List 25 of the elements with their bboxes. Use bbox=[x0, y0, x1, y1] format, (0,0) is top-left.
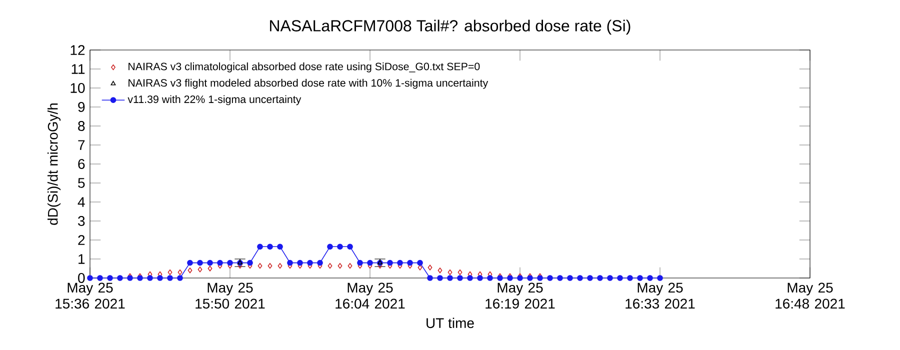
legend-label: v11.39 with 22% 1-sigma uncertainty bbox=[128, 95, 302, 106]
x-axis-title: UT time bbox=[426, 318, 474, 328]
y-tick-label: 12 bbox=[70, 45, 85, 55]
y-tick-label: 3 bbox=[78, 216, 85, 226]
y-tick-label: 10 bbox=[70, 83, 85, 93]
x-tick-label: May 25 15:50 2021 bbox=[196, 282, 265, 309]
y-tick-label: 6 bbox=[78, 159, 85, 169]
x-tick-label: May 25 16:33 2021 bbox=[626, 282, 695, 309]
x-tick-label: May 25 16:04 2021 bbox=[336, 282, 405, 309]
y-tick-label: 2 bbox=[78, 235, 85, 245]
y-tick-label: 0 bbox=[78, 273, 85, 283]
y-axis-title: dD(Si)/dt microGy/h bbox=[48, 103, 61, 225]
x-tick-label: May 25 16:19 2021 bbox=[486, 282, 555, 309]
y-tick-label: 7 bbox=[78, 140, 85, 150]
x-tick-label: May 25 15:36 2021 bbox=[56, 282, 125, 309]
y-tick-label: 8 bbox=[78, 121, 85, 131]
y-tick-label: 5 bbox=[78, 178, 85, 188]
legend-label: NAIRAS v3 climatological absorbed dose rate using SiDose_G0.txt SEP=0 bbox=[128, 62, 480, 72]
x-tick-label: May 25 16:48 2021 bbox=[776, 282, 845, 309]
y-tick-label: 9 bbox=[78, 102, 85, 112]
y-tick-label: 11 bbox=[72, 64, 85, 74]
y-tick-label: 4 bbox=[78, 197, 85, 207]
y-tick-label: 1 bbox=[78, 254, 85, 264]
legend-label: NAIRAS v3 flight modeled absorbed dose rate with 10% 1-sigma uncertainty bbox=[128, 78, 488, 89]
chart-title: NASALaRCFM7008 Tail#? absorbed dose rate (Si) bbox=[270, 20, 630, 35]
